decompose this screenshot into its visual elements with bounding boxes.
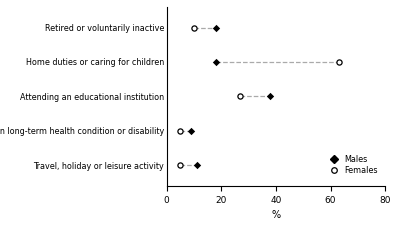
Point	[177, 164, 183, 167]
Point	[267, 95, 274, 98]
Point	[213, 60, 219, 64]
Point	[188, 129, 195, 133]
Point	[191, 26, 197, 29]
Point	[177, 129, 183, 133]
Point	[335, 60, 342, 64]
Point	[194, 164, 200, 167]
Legend: Males, Females: Males, Females	[323, 152, 381, 178]
Point	[237, 95, 244, 98]
Point	[213, 26, 219, 29]
X-axis label: %: %	[272, 210, 280, 220]
